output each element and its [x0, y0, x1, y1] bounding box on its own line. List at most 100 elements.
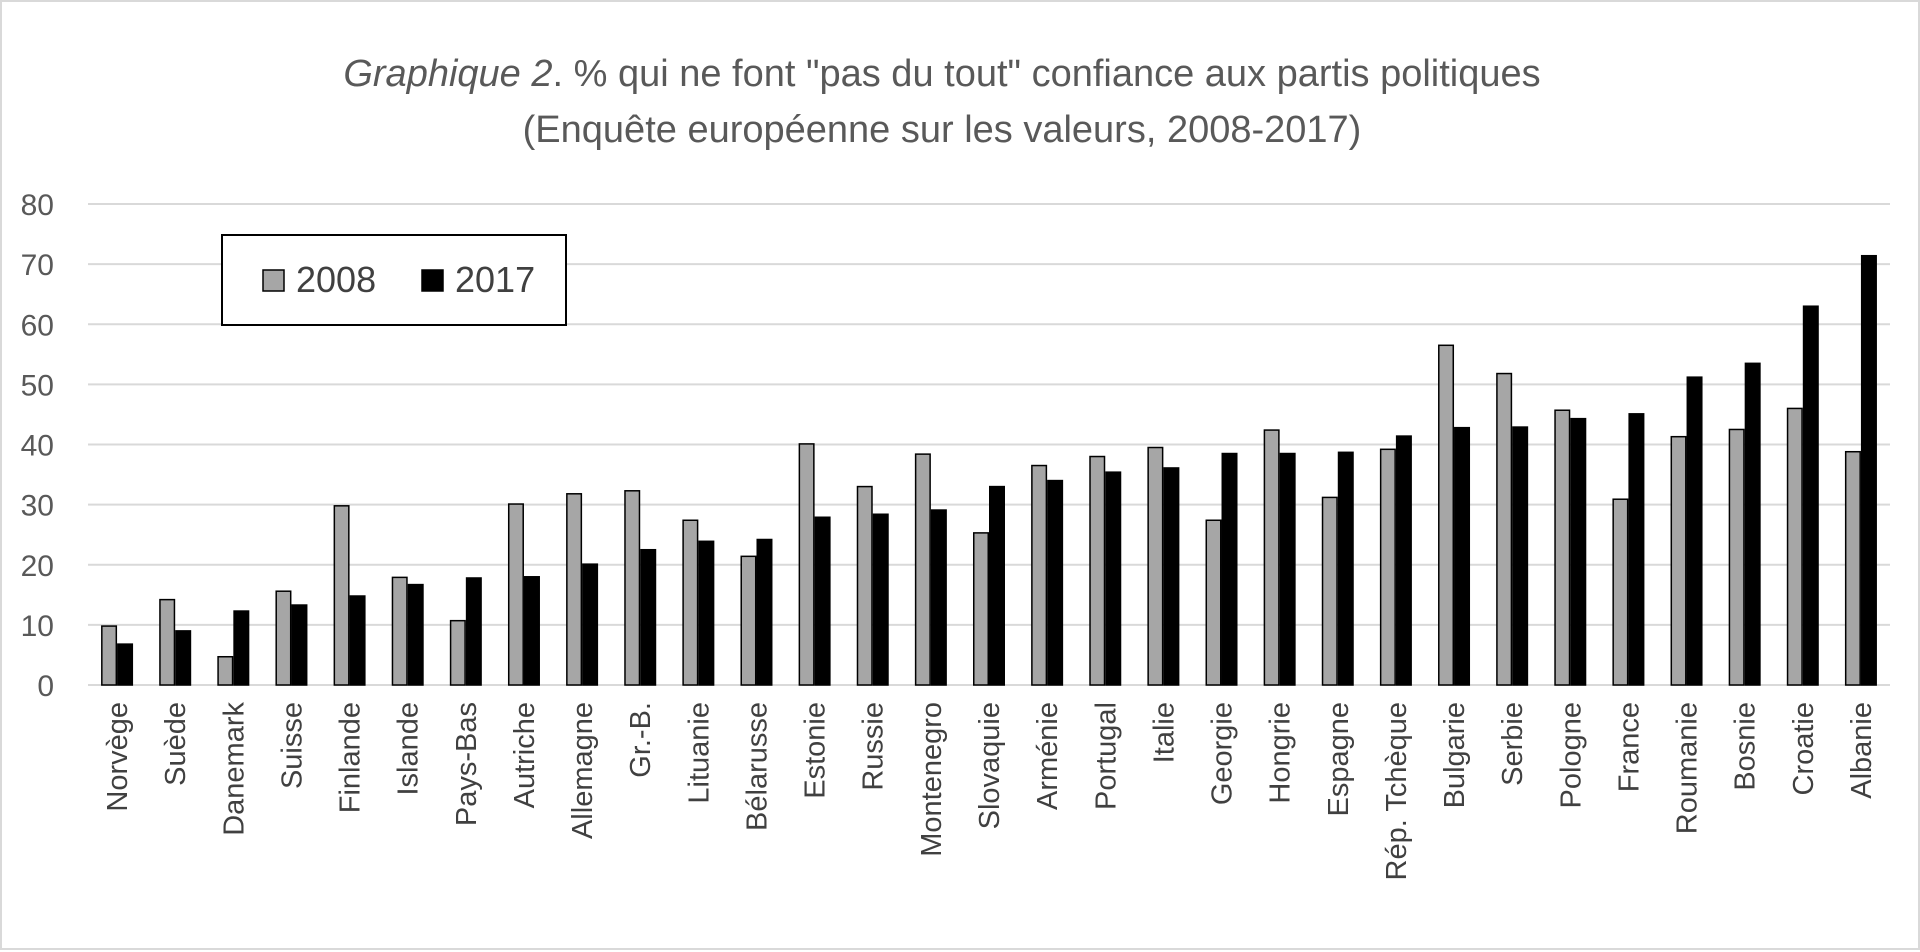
x-tick-label-Suisse: Suisse — [276, 702, 308, 789]
x-tick-label-Espagne: Espagne — [1323, 702, 1355, 817]
bar-2008-Allemagne — [566, 493, 583, 686]
bar-2008-Finlande — [333, 505, 350, 686]
bar-2008-Estonie — [798, 443, 815, 686]
bar-2017-Espagne — [1337, 451, 1354, 686]
y-tick-label-70: 70 — [21, 249, 54, 282]
bar-2017-Pologne — [1570, 417, 1587, 686]
legend: 2008 2017 — [221, 234, 567, 326]
bar-2008-Albanie — [1844, 450, 1861, 686]
bar-2017-Pays-Bas — [465, 577, 482, 686]
x-tick-label-Autriche: Autriche — [509, 702, 541, 808]
bar-2008-Pologne — [1554, 409, 1571, 686]
x-tick-label-Norvège: Norvège — [102, 702, 134, 812]
bar-2008-Espagne — [1321, 496, 1338, 686]
chart-title: Graphique 2. % qui ne font "pas du tout"… — [343, 53, 1540, 95]
bar-2008-Serbie — [1496, 372, 1513, 686]
x-tick-label-Albanie: Albanie — [1846, 702, 1878, 799]
bar-2017-Montenegro — [930, 509, 947, 686]
x-tick-label-Georgie: Georgie — [1207, 702, 1239, 805]
bar-2008-Slovaquie — [973, 532, 989, 686]
y-tick-label-60: 60 — [21, 309, 54, 342]
bar-2008-Rép. Tchèque — [1379, 448, 1396, 686]
x-tick-label-Croatie: Croatie — [1788, 702, 1820, 796]
x-tick-label-Arménie: Arménie — [1032, 702, 1064, 810]
y-tick-label-40: 40 — [21, 430, 54, 463]
x-tick-label-Rép. Tchèque: Rép. Tchèque — [1381, 702, 1413, 880]
bar-2017-Lituanie — [698, 540, 715, 686]
legend-label-2008: 2008 — [296, 259, 376, 300]
x-tick-label-Slovaquie: Slovaquie — [974, 702, 1006, 829]
x-tick-label-Roumanie: Roumanie — [1672, 702, 1704, 834]
bar-2017-Serbie — [1512, 426, 1529, 686]
bar-2008-Danemark — [217, 655, 234, 686]
bar-2017-Bosnie — [1744, 362, 1761, 686]
bar-2008-Portugal — [1089, 455, 1106, 686]
y-tick-label-50: 50 — [21, 369, 54, 402]
x-tick-label-Finlande: Finlande — [335, 702, 367, 813]
bar-2017-Georgie — [1221, 452, 1238, 686]
bar-2017-Croatie — [1802, 305, 1819, 686]
x-tick-label-Bulgarie: Bulgarie — [1439, 702, 1471, 808]
bar-2017-Islande — [407, 583, 424, 686]
bar-2008-Italie — [1147, 446, 1164, 686]
y-tick-label-10: 10 — [21, 610, 54, 643]
x-tick-label-Danemark: Danemark — [218, 702, 250, 836]
bar-2008-Autriche — [507, 503, 524, 686]
bar-2017-Gr.-B. — [640, 548, 657, 686]
x-tick-label-Islande: Islande — [393, 702, 425, 796]
x-tick-label-Allemagne: Allemagne — [567, 702, 599, 839]
y-tick-label-30: 30 — [21, 490, 54, 523]
x-tick-label-Hongrie: Hongrie — [1265, 702, 1297, 804]
y-tick-label-80: 80 — [21, 189, 54, 222]
x-tick-label-Pologne: Pologne — [1555, 702, 1587, 808]
bar-2017-Italie — [1163, 467, 1180, 686]
bar-2017-Roumanie — [1686, 376, 1703, 686]
legend-label-2017: 2017 — [455, 259, 535, 300]
x-tick-label-Lituanie: Lituanie — [683, 702, 715, 804]
bar-2008-Arménie — [1031, 464, 1048, 686]
bar-2017-Slovaquie — [989, 485, 1005, 686]
bar-2008-Pays-Bas — [449, 619, 466, 686]
bar-2017-Danemark — [233, 610, 250, 686]
x-axis-labels: Norvège Suède Danemark Suisse Finlande Island… — [102, 702, 1878, 881]
bar-2017-Hongrie — [1279, 452, 1296, 686]
y-tick-label-20: 20 — [21, 550, 54, 583]
bars — [101, 254, 1877, 686]
bar-2017-Arménie — [1047, 479, 1064, 686]
bar-2008-Roumanie — [1670, 435, 1687, 686]
bar-2008-France — [1612, 498, 1629, 686]
chart-subtitle: (Enquête européenne sur les valeurs, 200… — [523, 109, 1362, 151]
bar-2017-Portugal — [1105, 471, 1122, 686]
x-tick-label-Bélarusse: Bélarusse — [741, 702, 773, 831]
chart-title-italic: Graphique 2 — [343, 53, 552, 95]
y-axis: 0 10 20 30 40 50 60 70 80 — [21, 189, 54, 703]
bar-2017-Albanie — [1860, 254, 1877, 686]
x-tick-label-Italie: Italie — [1148, 702, 1180, 763]
bar-2008-Lituanie — [682, 519, 699, 686]
x-tick-label-Montenegro: Montenegro — [916, 702, 948, 857]
x-tick-label-Suède: Suède — [160, 702, 192, 786]
bar-2017-Suède — [175, 630, 192, 686]
bar-2008-Suisse — [275, 590, 292, 686]
bar-2017-Rép. Tchèque — [1395, 435, 1412, 686]
bar-2008-Bulgarie — [1438, 344, 1455, 686]
bar-2008-Bélarusse — [740, 555, 757, 686]
bar-2008-Suède — [159, 598, 176, 686]
bar-2008-Russie — [856, 485, 873, 686]
bar-2008-Gr.-B. — [624, 490, 641, 686]
x-tick-label-Gr.-B.: Gr.-B. — [625, 702, 657, 778]
bar-2017-Suisse — [291, 604, 308, 686]
x-tick-label-Russie: Russie — [858, 702, 890, 791]
x-tick-label-Pays-Bas: Pays-Bas — [451, 702, 483, 826]
bar-2017-Bélarusse — [756, 538, 773, 686]
bar-2017-Estonie — [814, 516, 831, 686]
bar-2008-Bosnie — [1728, 428, 1745, 686]
bar-2008-Croatie — [1786, 407, 1803, 686]
x-tick-label-France: France — [1613, 702, 1645, 792]
bar-2008-Georgie — [1205, 519, 1222, 686]
bar-2017-Norvège — [117, 643, 134, 686]
bar-2017-Finlande — [349, 595, 366, 686]
bar-2017-Russie — [872, 513, 889, 686]
y-tick-label-0: 0 — [37, 670, 54, 703]
